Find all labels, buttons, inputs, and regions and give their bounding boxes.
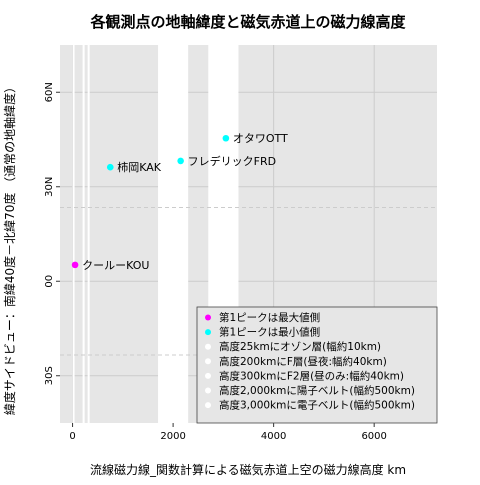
chart-title: 各観測点の地軸緯度と磁気赤道上の磁力線高度 bbox=[89, 13, 406, 31]
x-axis-label: 流線磁力線_関数計算による磁気赤道上空の磁力線高度 km bbox=[90, 462, 406, 477]
data-point bbox=[71, 261, 79, 269]
data-point-label: オタワOTT bbox=[233, 132, 288, 145]
x-tick-label: 0 bbox=[69, 431, 75, 442]
data-point bbox=[222, 134, 230, 142]
legend-entry: 高度3,000kmに電子ベルト(幅約500km) bbox=[219, 399, 415, 412]
legend-marker bbox=[205, 402, 211, 409]
legend-marker bbox=[205, 314, 211, 321]
legend-marker bbox=[205, 387, 211, 394]
plot-area: 0 2000 4000 6000 30S 00 30N 60N クールーKOU 柿岡KAK フレデリ… bbox=[44, 45, 438, 442]
data-point-label: 柿岡KAK bbox=[117, 160, 162, 174]
x-tick-label: 2000 bbox=[160, 431, 185, 442]
altitude-band bbox=[87, 45, 90, 423]
y-tick-label: 30S bbox=[44, 366, 55, 385]
legend-entry: 高度2,000kmに陽子ベルト(幅約500km) bbox=[219, 384, 415, 397]
altitude-band bbox=[82, 45, 85, 423]
legend-marker bbox=[205, 343, 211, 350]
altitude-band bbox=[158, 45, 189, 423]
legend-entry: 高度25kmにオゾン層(幅約10km) bbox=[219, 340, 381, 353]
legend-entry: 高度300kmにF2層(昼のみ:幅約40km) bbox=[219, 369, 404, 382]
legend-entry: 高度200kmにF層(昼夜:幅約40km) bbox=[219, 355, 387, 368]
legend-entry: 第1ピークは最大値側 bbox=[219, 311, 320, 324]
legend-entry: 第1ピークは最小値側 bbox=[219, 326, 320, 339]
legend-marker bbox=[205, 358, 211, 365]
legend-marker bbox=[205, 372, 211, 379]
data-point-label: フレデリックFRD bbox=[188, 154, 276, 168]
y-axis-label: 緯度サイドビュー：南緯40度－北緯70度 （通常の地軸緯度） bbox=[2, 81, 17, 415]
y-tick-label: 00 bbox=[44, 275, 55, 288]
x-tick-label: 4000 bbox=[261, 431, 286, 442]
y-tick-label: 60N bbox=[44, 82, 55, 102]
legend-marker bbox=[205, 329, 211, 336]
data-point bbox=[177, 157, 184, 165]
data-point bbox=[106, 163, 114, 171]
y-tick-label: 30N bbox=[44, 177, 55, 197]
data-point-label: クールーKOU bbox=[82, 259, 149, 272]
x-tick-label: 6000 bbox=[361, 431, 386, 442]
legend-box bbox=[196, 306, 438, 424]
altitude-band bbox=[72, 45, 75, 423]
